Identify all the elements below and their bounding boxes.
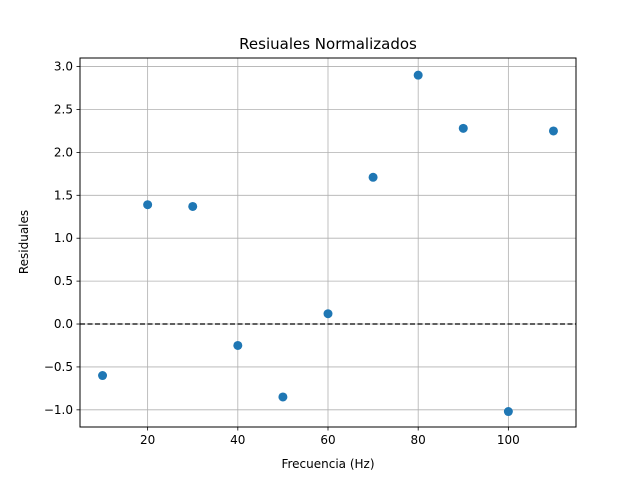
y-axis-label: Residuales [17, 210, 31, 274]
grid-lines [80, 58, 576, 427]
y-tick-label: 2.0 [54, 145, 73, 159]
data-point [413, 70, 423, 80]
x-axis-label: Frecuencia (Hz) [281, 457, 374, 471]
x-tick-label: 100 [497, 433, 520, 447]
data-points [98, 70, 558, 417]
y-tick-label: 3.0 [54, 60, 73, 74]
y-tick-label: 1.0 [54, 231, 73, 245]
data-point [503, 407, 513, 417]
data-point [143, 200, 153, 210]
x-tick-label: 80 [411, 433, 426, 447]
y-axis-ticks: −1.0 −0.5 0.0 0.5 1.0 1.5 2.0 2.5 3.0 [44, 60, 80, 417]
data-point [278, 392, 288, 402]
data-point [458, 123, 468, 133]
data-point [98, 371, 108, 381]
y-tick-label: 2.5 [54, 102, 73, 116]
x-tick-label: 60 [320, 433, 335, 447]
x-tick-label: 20 [140, 433, 155, 447]
data-point [188, 201, 198, 211]
data-point [548, 126, 558, 136]
y-tick-label: −1.0 [44, 403, 73, 417]
y-tick-label: 1.5 [54, 188, 73, 202]
y-tick-label: −0.5 [44, 360, 73, 374]
y-tick-label: 0.5 [54, 274, 73, 288]
chart-title: Resiuales Normalizados [239, 35, 417, 53]
data-point [233, 340, 243, 350]
x-tick-label: 40 [230, 433, 245, 447]
data-point [368, 172, 378, 182]
data-point [323, 309, 333, 319]
x-axis-ticks: 20 40 60 80 100 [140, 427, 520, 447]
y-tick-label: 0.0 [54, 317, 73, 331]
